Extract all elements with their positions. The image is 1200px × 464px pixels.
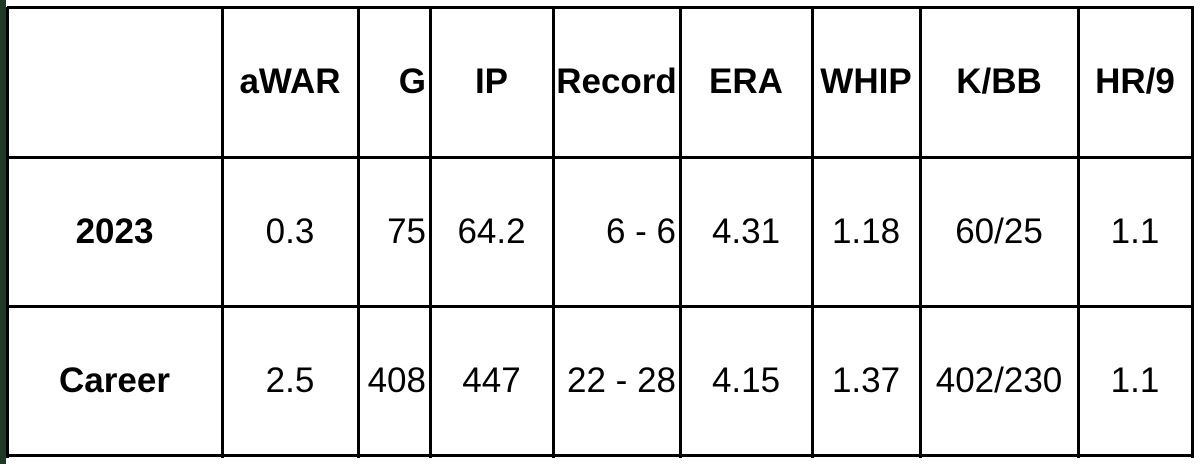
grid-line xyxy=(7,156,1194,159)
table-cell: 4.31 xyxy=(711,211,781,251)
table-cell: 22 - 28 xyxy=(567,360,676,400)
header-cell: aWAR xyxy=(239,62,341,101)
table-cell: 447 xyxy=(462,360,521,400)
header-cell: IP xyxy=(474,62,509,101)
header-cell: WHIP xyxy=(820,62,912,101)
table-cell: 1.1 xyxy=(1110,360,1160,400)
header-cell: ERA xyxy=(709,62,783,101)
grid-line xyxy=(811,7,814,458)
window-edge xyxy=(0,0,6,464)
header-cell: G xyxy=(398,62,426,101)
table-cell: 4.15 xyxy=(711,360,781,400)
table-cell: 64.2 xyxy=(457,211,526,251)
table-cell: 0.3 xyxy=(265,211,315,251)
table-cell: 402/230 xyxy=(935,360,1063,400)
header-cell xyxy=(7,7,222,157)
grid-line xyxy=(429,7,432,458)
header-cell: K/BB xyxy=(956,62,1042,101)
grid-line xyxy=(6,7,9,458)
table-cell: 408 xyxy=(367,360,426,400)
grid-line xyxy=(1191,7,1194,458)
grid-line xyxy=(357,7,360,458)
table-cell: Career xyxy=(59,360,170,400)
table-cell: 1.18 xyxy=(831,211,901,251)
table-cell: 2.5 xyxy=(265,360,315,400)
header-cell: HR/9 xyxy=(1095,62,1175,101)
table-cell: 1.37 xyxy=(831,360,901,400)
table-cell: 60/25 xyxy=(955,211,1043,251)
grid-line xyxy=(919,7,922,458)
table-cell: 75 xyxy=(387,211,426,251)
table-cell: 1.1 xyxy=(1110,211,1160,251)
grid-line xyxy=(679,7,682,458)
grid-line xyxy=(7,454,1194,457)
header-cell: Record xyxy=(556,62,677,101)
grid-line xyxy=(1077,7,1080,458)
grid-line xyxy=(221,7,224,458)
table-cell: 2023 xyxy=(75,211,154,251)
grid-line xyxy=(7,305,1194,308)
grid-line xyxy=(7,6,1194,9)
grid-line xyxy=(552,7,555,458)
table-cell: 6 - 6 xyxy=(605,211,676,251)
